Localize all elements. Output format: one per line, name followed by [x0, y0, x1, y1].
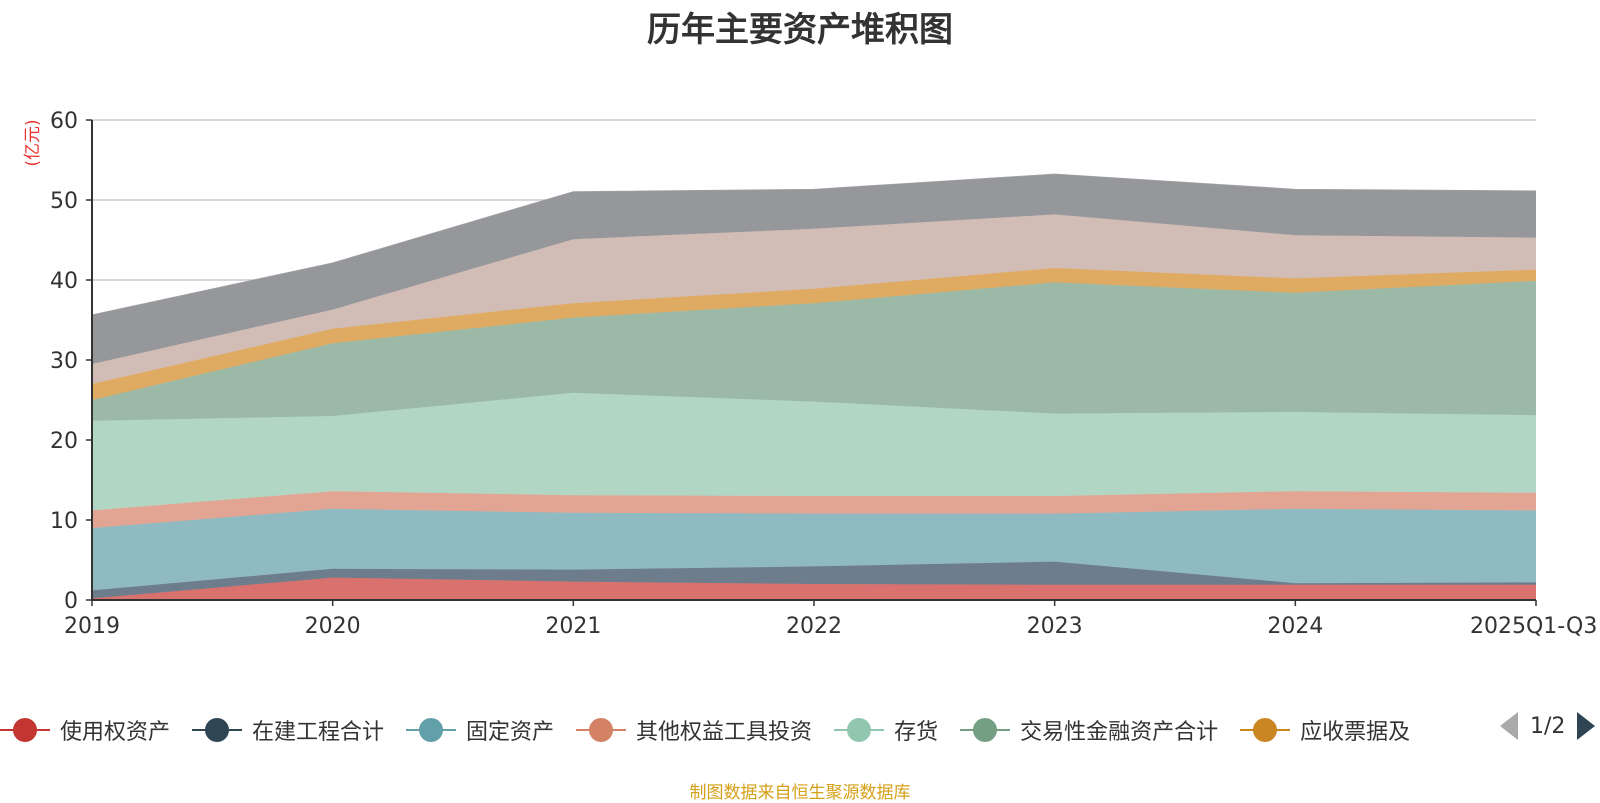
- area-series-4: [92, 491, 1536, 528]
- area-chart: 0 10 20 30 40 50 60 2019 2020 2021 2022 2023 2024 202…: [23, 109, 1597, 639]
- y-tick-label: 60: [50, 109, 78, 134]
- y-tick-label: 10: [50, 509, 78, 534]
- y-tick-label: 30: [50, 349, 78, 374]
- legend-label: 固定资产: [466, 720, 555, 745]
- area-series: [91, 173, 1537, 600]
- x-tick-label: 2023: [1027, 614, 1083, 639]
- x-tick-label: 2019: [64, 614, 120, 639]
- legend-marker-icon: [834, 718, 885, 742]
- x-tick-label: 2025Q1-Q3: [1470, 614, 1597, 639]
- y-tick-label: 20: [50, 429, 78, 454]
- data-source-note: 制图数据来自恒生聚源数据库: [689, 783, 911, 803]
- legend-item[interactable]: 固定资产: [406, 714, 554, 746]
- legend-marker-icon: [1240, 718, 1291, 742]
- x-tick-label: 2024: [1267, 614, 1323, 639]
- area-series-9: [92, 174, 1536, 364]
- legend-item[interactable]: 其他权益工具投资: [576, 714, 812, 746]
- legend-label: 应收票据及: [1300, 720, 1411, 745]
- legend-marker-icon: [192, 718, 243, 742]
- y-tick-label: 0: [64, 589, 78, 614]
- area-series-7: [92, 268, 1536, 400]
- legend-label: 在建工程合计: [252, 720, 385, 745]
- legend-pager: 1/2: [1500, 712, 1596, 740]
- legend: 使用权资产 在建工程合计 固定资产 其他权益工具投资 存货 交易性金融资产合计 应收票据及: [0, 712, 1600, 748]
- axes: 0 10 20 30 40 50 60 2019 2020 2021 2022 2023 2024 202…: [50, 109, 1597, 639]
- legend-item[interactable]: 应收票据及: [1240, 714, 1410, 746]
- y-axis-unit-label: (亿元): [23, 119, 43, 166]
- area-series-5: [92, 392, 1536, 511]
- legend-item[interactable]: 在建工程合计: [192, 714, 384, 746]
- legend-item[interactable]: 使用权资产: [0, 714, 170, 746]
- legend-marker-icon: [960, 718, 1011, 742]
- x-tick-label: 2022: [786, 614, 842, 639]
- x-tick-label: 2021: [545, 614, 601, 639]
- legend-item[interactable]: 存货: [834, 714, 938, 746]
- y-tick-label: 40: [50, 269, 78, 294]
- chart-title: 历年主要资产堆积图: [647, 10, 953, 50]
- legend-page-indicator: 1/2: [1530, 713, 1566, 739]
- legend-label: 使用权资产: [60, 720, 171, 745]
- area-series-2: [92, 561, 1536, 599]
- legend-next-page-icon[interactable]: [1577, 712, 1596, 740]
- area-series-1: [92, 577, 1536, 600]
- y-tick-label: 50: [50, 189, 78, 214]
- area-series-6: [92, 280, 1536, 421]
- area-series-8: [92, 214, 1536, 384]
- legend-marker-icon: [576, 718, 627, 742]
- legend-marker-icon: [0, 718, 50, 742]
- legend-item[interactable]: 交易性金融资产合计: [960, 714, 1218, 746]
- area-series-edge-9: [91, 173, 1537, 316]
- legend-prev-page-icon[interactable]: [1500, 712, 1518, 740]
- legend-label: 存货: [894, 720, 939, 745]
- x-tick-label: 2020: [305, 614, 361, 639]
- area-series-3: [92, 508, 1536, 591]
- legend-label: 其他权益工具投资: [636, 720, 813, 745]
- legend-label: 交易性金融资产合计: [1020, 720, 1219, 745]
- legend-marker-icon: [406, 718, 457, 742]
